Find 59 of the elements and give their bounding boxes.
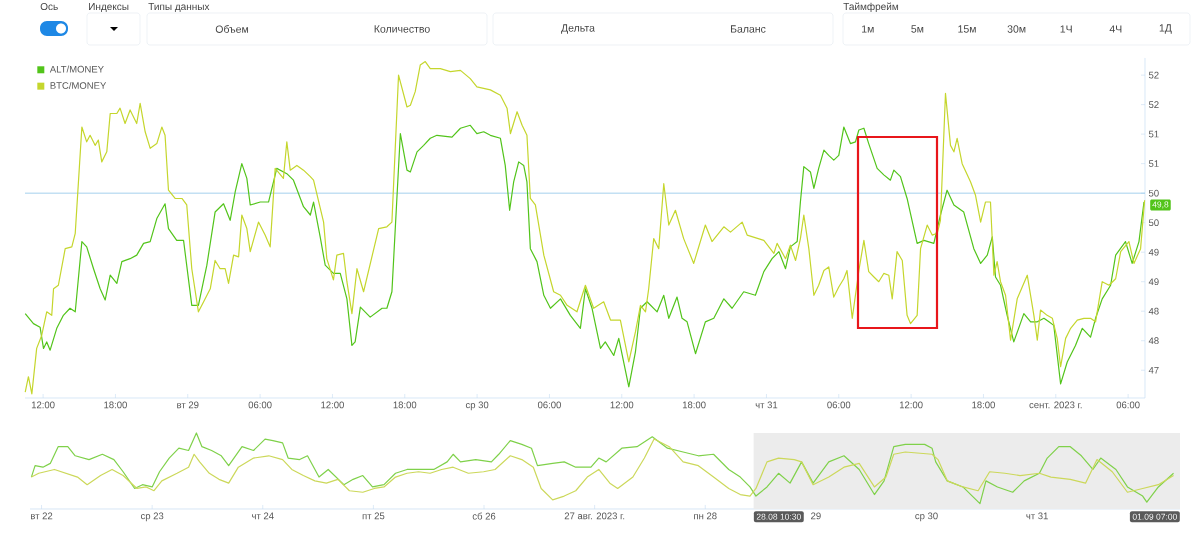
x-tick-label: 27 авг. 2023 г.	[564, 512, 625, 520]
annotation: 01.09 07:00	[1132, 513, 1177, 520]
text: Ось	[40, 3, 58, 11]
y-tick-label: 49	[1148, 278, 1159, 286]
text: 1Д	[1159, 24, 1172, 34]
annotation: 28.08 10:30	[756, 513, 801, 520]
text: Баланс	[730, 25, 766, 33]
x-tick-label: 12:00	[321, 401, 344, 409]
x-tick-label: сб 26	[472, 512, 496, 520]
text: Объем	[215, 25, 249, 33]
y-tick-label: 47	[1148, 366, 1159, 374]
x-tick-label: чт 24	[252, 512, 274, 520]
y-tick-label: 52	[1148, 101, 1159, 108]
text: 4Ч	[1109, 25, 1122, 33]
x-tick-label: сент. 2023 г.	[1029, 401, 1082, 409]
text: Индексы	[89, 3, 129, 12]
x-tick-label: 06:00	[537, 401, 561, 409]
x-tick-label: 12:00	[31, 401, 55, 409]
text: 1Ч	[1060, 25, 1072, 33]
text: 5м	[911, 25, 924, 33]
y-tick-label: 51	[1148, 130, 1159, 138]
x-tick-label: вт 22	[31, 512, 53, 520]
x-tick-label: ср 23	[140, 512, 164, 522]
text: Дельта	[561, 24, 595, 34]
x-tick-label: ср 30	[465, 401, 489, 411]
text: 15м	[958, 25, 976, 33]
x-tick-label: 29	[811, 512, 821, 520]
x-tick-label: пн 28	[694, 512, 717, 520]
x-tick-label: вт 29	[177, 401, 199, 409]
y-tick-label: 49	[1148, 248, 1159, 256]
y-tick-label: 52	[1148, 71, 1159, 79]
x-tick-label: 06:00	[1116, 401, 1140, 409]
x-tick-label: чт 31	[1026, 512, 1048, 520]
line-series	[24, 60, 1146, 395]
x-tick-label: чт 31	[755, 401, 778, 409]
line-series	[24, 124, 1145, 388]
y-tick-label: 48	[1148, 337, 1159, 345]
x-tick-label: 18:00	[104, 401, 127, 409]
legend-label: ALT/MONEY	[49, 65, 104, 73]
x-tick-label: 12:00	[610, 401, 634, 409]
text: 30м	[1007, 25, 1026, 33]
annotation: 49,8	[1152, 201, 1169, 209]
x-tick-label: 18:00	[682, 401, 706, 409]
x-tick-label: 06:00	[827, 401, 851, 409]
text: 1м	[862, 25, 874, 33]
x-tick-label: 18:00	[393, 401, 417, 409]
y-tick-label: 50	[1148, 219, 1159, 227]
text: Количество	[374, 25, 430, 33]
x-tick-label: ср 30	[915, 512, 938, 522]
x-tick-label: 12:00	[899, 401, 923, 409]
y-tick-label: 51	[1148, 160, 1159, 167]
text: Таймфрейм	[843, 2, 899, 13]
x-tick-label: 18:00	[972, 401, 995, 409]
text: Типы данных	[148, 3, 210, 12]
legend-label: BTC/MONEY	[50, 81, 107, 89]
x-tick-label: 06:00	[248, 401, 272, 409]
y-tick-label: 48	[1148, 307, 1159, 315]
y-tick-label: 50	[1148, 189, 1159, 197]
x-tick-label: пт 25	[362, 512, 385, 520]
